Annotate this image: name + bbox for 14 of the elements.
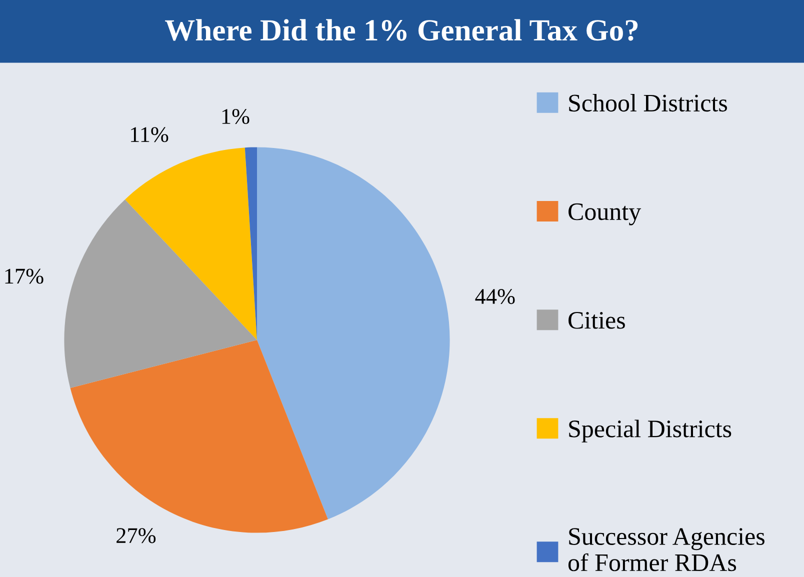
data-label: 17% xyxy=(5,268,44,284)
data-label: 11% xyxy=(131,127,168,142)
legend-label: County xyxy=(568,203,642,226)
pie-slice xyxy=(257,147,450,520)
legend-label: Special Districts xyxy=(569,420,732,442)
legend-label: School Districts xyxy=(569,94,728,112)
legend-label: Cities xyxy=(568,312,625,329)
data-label: 27% xyxy=(116,528,156,544)
data-label: 44% xyxy=(475,289,515,304)
pie-slice xyxy=(64,199,257,388)
legend-label: Successor Agencies of Former RDAs xyxy=(568,528,764,572)
data-label: 1% xyxy=(222,108,250,124)
chart-title: Where Did the 1% General Tax Go? xyxy=(165,19,638,41)
pie-slice xyxy=(125,148,257,340)
